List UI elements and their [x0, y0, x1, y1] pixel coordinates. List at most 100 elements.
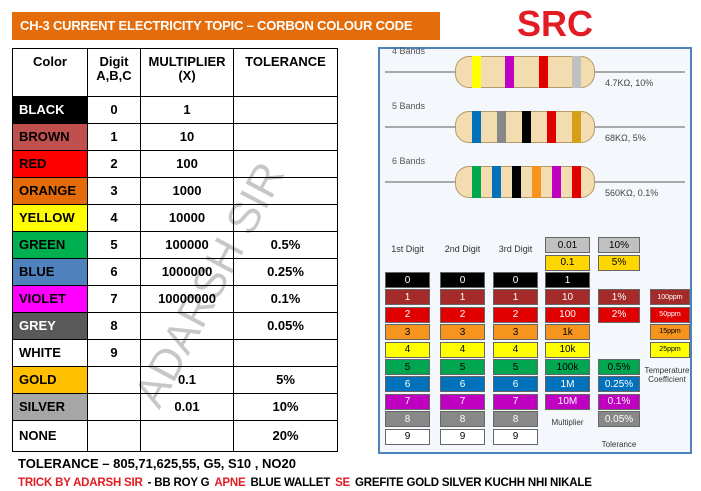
resistor-label: 5 Bands [392, 101, 426, 112]
band [572, 111, 581, 143]
title-bar: CH-3 CURRENT ELECTRICITY TOPIC – CORBON … [12, 12, 440, 40]
multiplier-label: Multiplier [551, 417, 584, 427]
color-cell: BLUE [12, 258, 88, 286]
table-cell: 20% [233, 420, 338, 452]
trick-segment: BLUE WALLET [250, 476, 331, 489]
column-label: 3rd Digit [498, 244, 533, 255]
trick-segment: SE [335, 476, 351, 489]
trick-segment: APNE [214, 476, 246, 489]
color-cell: GOLD [12, 366, 88, 394]
digit-cell: 1 [385, 289, 430, 306]
tolerance-cell: 0.25% [598, 376, 640, 393]
digit-cell: 6 [385, 376, 430, 393]
digit-cell: 9 [493, 428, 538, 445]
temp-cell: 15ppm [650, 324, 690, 341]
multiplier-cell: 100k [545, 359, 590, 375]
band [547, 111, 556, 143]
resistor-label: 4 Bands [392, 46, 426, 57]
band [538, 56, 548, 88]
logo: SRC [516, 3, 593, 45]
tolerance-cell: 5% [598, 254, 640, 271]
column-label: 1st Digit [391, 244, 424, 255]
table-cell [233, 123, 338, 151]
table-cell: 7 [87, 285, 141, 313]
digit-cell: 6 [493, 376, 538, 393]
table-cell: 0.05% [233, 312, 338, 340]
table-cell [233, 96, 338, 124]
table-cell: 0.1% [233, 285, 338, 313]
digit-cell: 8 [440, 411, 485, 428]
temp-label: Temperature Coefficient [644, 366, 690, 385]
multiplier-cell: 1k [545, 324, 590, 341]
band [497, 111, 506, 143]
table-header: TOLERANCE [233, 48, 338, 97]
multiplier-cell: 1 [545, 272, 590, 288]
tolerance-cell: 0.05% [598, 411, 640, 428]
table-cell: 9 [87, 339, 141, 367]
resistor-value: 68KΩ, 5% [605, 133, 646, 144]
digit-cell: 4 [440, 341, 485, 358]
digit-cell: 4 [385, 341, 430, 358]
color-cell: GREEN [12, 231, 88, 259]
digit-cell: 1 [493, 289, 538, 306]
trick-segment: TRICK BY ADARSH SIR [18, 476, 143, 489]
trick-segment: GREFITE GOLD SILVER KUCHH NHI NIKALE [355, 476, 592, 489]
tolerance-cell: 2% [598, 306, 640, 323]
table-cell: 10 [140, 123, 234, 151]
digit-cell: 0 [493, 272, 538, 288]
table-cell: 3 [87, 177, 141, 205]
tolerance-label: Tolerance [601, 439, 637, 449]
resistor-value: 4.7KΩ, 10% [605, 78, 654, 89]
color-cell: VIOLET [12, 285, 88, 313]
temp-cell: 25ppm [650, 341, 690, 358]
digit-cell: 9 [385, 428, 430, 445]
table-cell: 5 [87, 231, 141, 259]
color-cell: YELLOW [12, 204, 88, 232]
table-cell: 1 [87, 123, 141, 151]
table-cell [87, 420, 141, 452]
table-cell: 4 [87, 204, 141, 232]
digit-cell: 7 [385, 393, 430, 410]
temp-cell: 50ppm [650, 306, 690, 323]
digit-cell: 6 [440, 376, 485, 393]
color-cell: GREY [12, 312, 88, 340]
digit-cell: 2 [440, 306, 485, 323]
band [505, 56, 515, 88]
multiplier-cell: 10M [545, 393, 590, 410]
band [472, 111, 481, 143]
band [572, 56, 581, 88]
color-cell: RED [12, 150, 88, 178]
column-label: 2nd Digit [444, 244, 481, 255]
digit-cell: 5 [493, 359, 538, 375]
multiplier-cell: 0.1 [545, 254, 590, 271]
color-cell: BLACK [12, 96, 88, 124]
table-cell: 10% [233, 393, 338, 421]
band [472, 166, 481, 198]
table-cell: 0 [87, 96, 141, 124]
table-header: Color [12, 48, 88, 97]
tolerance-cell: 0.1% [598, 393, 640, 410]
digit-cell: 4 [493, 341, 538, 358]
digit-cell: 8 [385, 411, 430, 428]
tolerance-cell: 10% [598, 237, 640, 254]
digit-cell: 2 [493, 306, 538, 323]
digit-cell: 3 [385, 324, 430, 341]
digit-cell: 7 [440, 393, 485, 410]
table-cell: 8 [87, 312, 141, 340]
digit-cell: 9 [440, 428, 485, 445]
table-header: Digit A,B,C [87, 48, 141, 97]
multiplier-cell: 100 [545, 306, 590, 323]
table-cell: 1000 [140, 177, 234, 205]
tolerance-trick: TOLERANCE – 805,71,625,55, G5, S10 , NO2… [18, 455, 296, 471]
digit-cell: 5 [440, 359, 485, 375]
color-cell: SILVER [12, 393, 88, 421]
multiplier-cell: 10k [545, 341, 590, 358]
digit-cell: 0 [385, 272, 430, 288]
band [572, 166, 581, 198]
band [532, 166, 541, 198]
digit-cell: 3 [440, 324, 485, 341]
band [522, 111, 531, 143]
temp-cell: 100ppm [650, 289, 690, 306]
table-cell: 100 [140, 150, 234, 178]
color-cell: ORANGE [12, 177, 88, 205]
